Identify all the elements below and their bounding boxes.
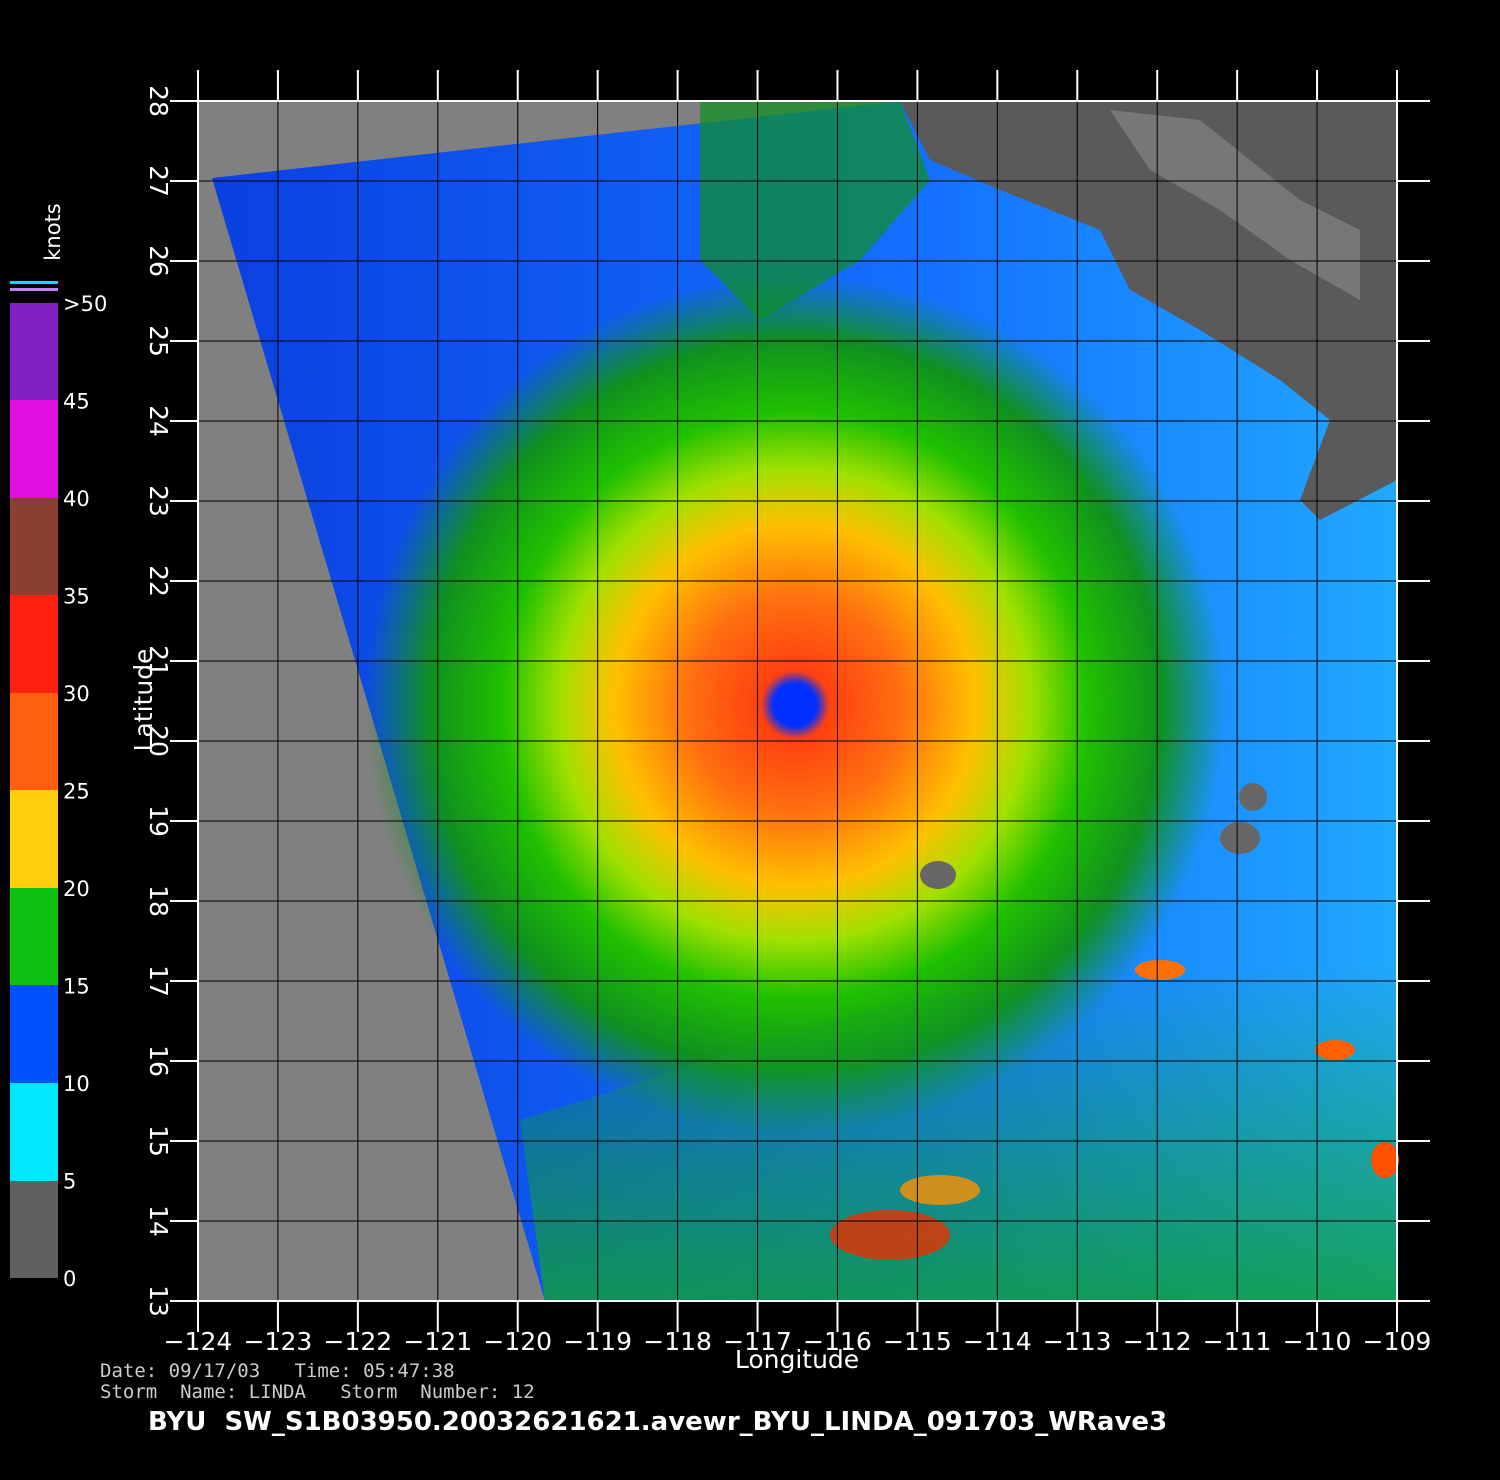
rainband (520, 960, 1397, 1301)
land-coast (1110, 110, 1360, 300)
y-tick-label: 28 (144, 85, 173, 117)
x-tick-label: −116 (803, 1327, 872, 1356)
x-tick-label: −110 (1283, 1327, 1352, 1356)
y-axis-label: Latitude (129, 649, 158, 752)
colorbar-segment (10, 985, 58, 1083)
x-tick-label: −119 (563, 1327, 632, 1356)
colorbar-label: 45 (63, 390, 90, 414)
date-line: Date: 09/17/03 Time: 05:47:38 (100, 1360, 455, 1382)
y-tick-label: 22 (144, 565, 173, 597)
x-tick-label: −123 (244, 1327, 313, 1356)
colorbar-label: 10 (63, 1072, 90, 1096)
colorbar-segment (10, 888, 58, 985)
y-tick-label: 24 (144, 405, 173, 437)
map (197, 100, 1399, 1302)
colorbar-label: 0 (63, 1267, 76, 1291)
x-tick-label: −121 (403, 1327, 472, 1356)
y-tick-label: 15 (144, 1125, 173, 1157)
colorbar-cap (10, 281, 58, 284)
y-tick-label: 19 (144, 805, 173, 837)
colorbar-title: knots (41, 203, 65, 261)
file-line: BYU SW_S1B03950.20032621621.avewr_BYU_LI… (148, 1407, 1167, 1437)
y-tick-label: 26 (144, 245, 173, 277)
colorbar-cap (10, 288, 58, 291)
x-tick-label: −120 (483, 1327, 552, 1356)
storm (365, 275, 1225, 1135)
y-tick-label: 21 (144, 645, 173, 677)
colorbar-segment (10, 790, 58, 888)
x-tick-label: −114 (963, 1327, 1032, 1356)
colorbar-label: 25 (63, 780, 90, 804)
colorbar-label: 30 (63, 682, 90, 706)
colorbar-label: 5 (63, 1170, 76, 1194)
x-axis-label: Longitude (735, 1345, 859, 1374)
x-tick-label: −124 (164, 1327, 233, 1356)
x-tick-label: −112 (1123, 1327, 1192, 1356)
colorbar-segment (10, 1083, 58, 1181)
colorbar-segment (10, 303, 58, 400)
colorbar-segment (10, 595, 58, 693)
y-tick-label: 14 (144, 1205, 173, 1237)
colorbar-label: 20 (63, 877, 90, 901)
y-tick-label: 17 (144, 965, 173, 997)
storm-line: Storm Name: LINDA Storm Number: 12 (100, 1381, 535, 1403)
colorbar-label: 40 (63, 487, 90, 511)
island (1239, 783, 1267, 811)
colorbar-segment (10, 400, 58, 498)
colorbar: knots (10, 203, 65, 1278)
x-tick-label: −115 (883, 1327, 952, 1356)
x-tick-label: −117 (723, 1327, 792, 1356)
colorbar-label: >50 (63, 292, 107, 316)
x-tick-label: −111 (1203, 1327, 1272, 1356)
island (1220, 822, 1260, 854)
island (920, 861, 956, 889)
x-tick-label: −118 (643, 1327, 712, 1356)
frame (197, 100, 1398, 1302)
x-tick-label: −122 (324, 1327, 393, 1356)
y-tick-label: 18 (144, 885, 173, 917)
y-tick-label: 27 (144, 165, 173, 197)
y-tick-label: 16 (144, 1045, 173, 1077)
x-tick-label: −109 (1363, 1327, 1432, 1356)
rain-cell (1371, 1142, 1399, 1178)
x-tick-label: −113 (1043, 1327, 1112, 1356)
y-tick-label: 23 (144, 485, 173, 517)
colorbar-segment (10, 693, 58, 790)
colorbar-segment (10, 498, 58, 595)
y-tick-label: 25 (144, 325, 173, 357)
rain-cell (830, 1210, 950, 1260)
y-tick-label: 13 (144, 1285, 173, 1317)
colorbar-segment (10, 1181, 58, 1278)
rain-cell (900, 1175, 980, 1205)
rain-cell (1135, 960, 1185, 980)
colorbar-label: 15 (63, 975, 90, 999)
y-tick-label: 20 (144, 725, 173, 757)
rain-cell (1315, 1040, 1355, 1060)
colorbar-label: 35 (63, 585, 90, 609)
